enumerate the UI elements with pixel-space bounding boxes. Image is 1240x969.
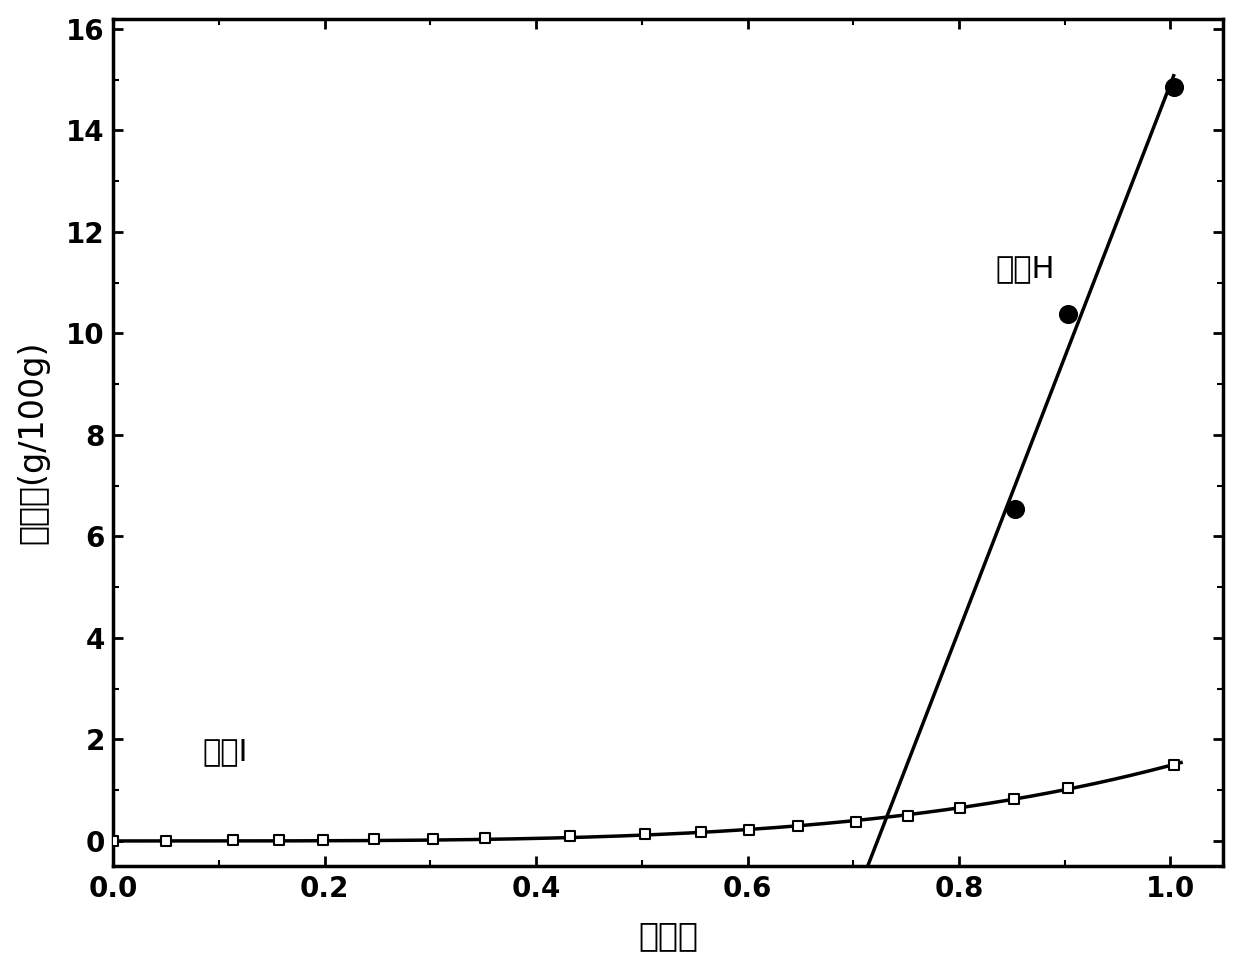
Point bbox=[475, 830, 495, 846]
Y-axis label: 溶解度(g/100g): 溶解度(g/100g) bbox=[16, 341, 50, 545]
Point bbox=[898, 808, 918, 824]
Point bbox=[423, 831, 443, 847]
Point bbox=[1058, 306, 1078, 322]
Point bbox=[691, 824, 711, 839]
Point bbox=[560, 828, 580, 844]
Point bbox=[1163, 757, 1183, 772]
Point bbox=[635, 827, 655, 842]
Point bbox=[103, 833, 123, 849]
Point bbox=[1006, 501, 1025, 516]
X-axis label: 水活度: 水活度 bbox=[639, 920, 698, 953]
Point bbox=[1058, 780, 1078, 796]
Point bbox=[223, 832, 243, 848]
Point bbox=[789, 818, 808, 833]
Point bbox=[312, 832, 332, 848]
Text: 晶型I: 晶型I bbox=[202, 737, 248, 766]
Point bbox=[365, 831, 384, 847]
Point bbox=[739, 822, 759, 837]
Point bbox=[847, 814, 867, 829]
Point bbox=[156, 833, 176, 849]
Point bbox=[1004, 792, 1024, 807]
Point bbox=[950, 800, 970, 816]
Point bbox=[269, 832, 289, 848]
Point bbox=[1163, 79, 1183, 95]
Text: 晶型H: 晶型H bbox=[996, 254, 1055, 283]
